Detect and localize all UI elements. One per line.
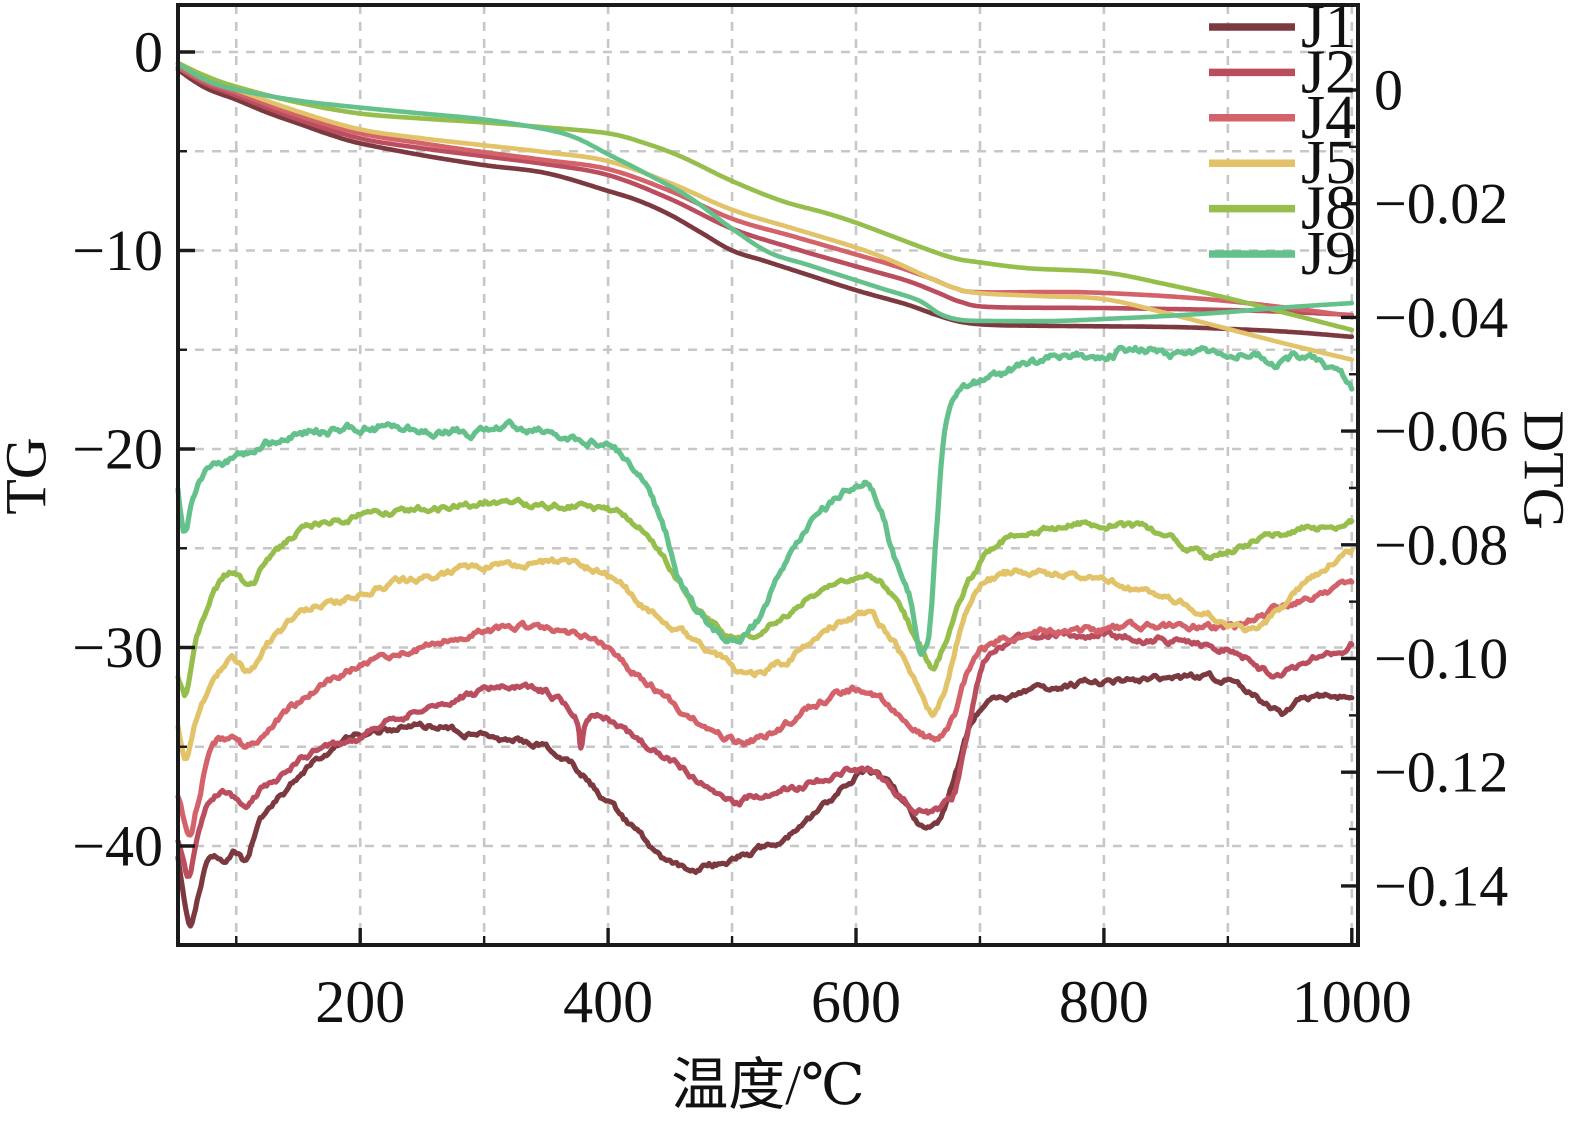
dtg-tick-label: −0.10 [1374, 626, 1508, 691]
dtg-tick-label: −0.04 [1374, 285, 1508, 350]
dtg-axis-title: DTG [1511, 410, 1575, 530]
legend-label: J1 [1301, 0, 1356, 61]
series-J8-tg-curve [175, 60, 1355, 333]
series-J1-tg-curve [175, 67, 1355, 340]
tg-tick-label: −10 [72, 218, 163, 283]
tg-tick-label: 0 [134, 20, 163, 85]
tg-axis-title: TG [0, 437, 59, 515]
dtg-tick-label: 0 [1374, 58, 1403, 123]
dtg-tick-label: −0.06 [1374, 399, 1508, 464]
legend-item-J8: J8 [1209, 175, 1356, 243]
plot-frame [176, 3, 1360, 947]
x-tick-label: 400 [563, 969, 653, 1035]
series-J2-dtg-curve [175, 629, 1355, 879]
gridlines [178, 5, 1358, 945]
legend-item-J9: J9 [1209, 220, 1356, 288]
dtg-tick-label: −0.02 [1374, 171, 1508, 236]
legend-label: J5 [1301, 129, 1356, 197]
series-J5-tg-curve [175, 61, 1355, 362]
legend-label: J8 [1301, 175, 1356, 243]
series-J9-tg-curve [175, 61, 1355, 324]
dtg-tick-label: −0.14 [1374, 853, 1508, 918]
axis-ticks [178, 50, 1358, 945]
x-tick-label: 1000 [1292, 969, 1412, 1035]
dtg-tick-label: −0.08 [1374, 512, 1508, 577]
tg-tick-label: −40 [72, 814, 163, 879]
x-tick-label: 800 [1059, 969, 1149, 1035]
legend-item-J5: J5 [1209, 129, 1356, 197]
x-tick-label: 200 [315, 969, 405, 1035]
tg-tick-label: −30 [72, 615, 163, 680]
x-tick-label: 600 [811, 969, 901, 1035]
series-J8-dtg-curve [175, 496, 1355, 699]
x-axis-title: 温度/℃ [671, 1054, 865, 1117]
series-J5-dtg-curve [175, 547, 1355, 762]
legend-item-J1: J1 [1209, 0, 1356, 61]
tick-labels: 200 400 600 800 1000 0 −10 −20 −30 −40 0 −0.02 −0.04… [72, 20, 1508, 1036]
series-J4-dtg-curve [175, 578, 1355, 838]
tg-tick-label: −20 [72, 417, 163, 482]
legend-item-J4: J4 [1209, 84, 1356, 152]
series-J9-dtg-curve [175, 344, 1355, 657]
legend-label: J2 [1301, 38, 1356, 106]
dtg-tick-label: −0.12 [1374, 740, 1508, 805]
legend-label: J4 [1301, 84, 1356, 152]
series-J4-tg-curve [175, 64, 1355, 319]
series-curves [175, 60, 1355, 929]
legend-item-J2: J2 [1209, 38, 1356, 106]
legend-label: J9 [1301, 220, 1356, 288]
